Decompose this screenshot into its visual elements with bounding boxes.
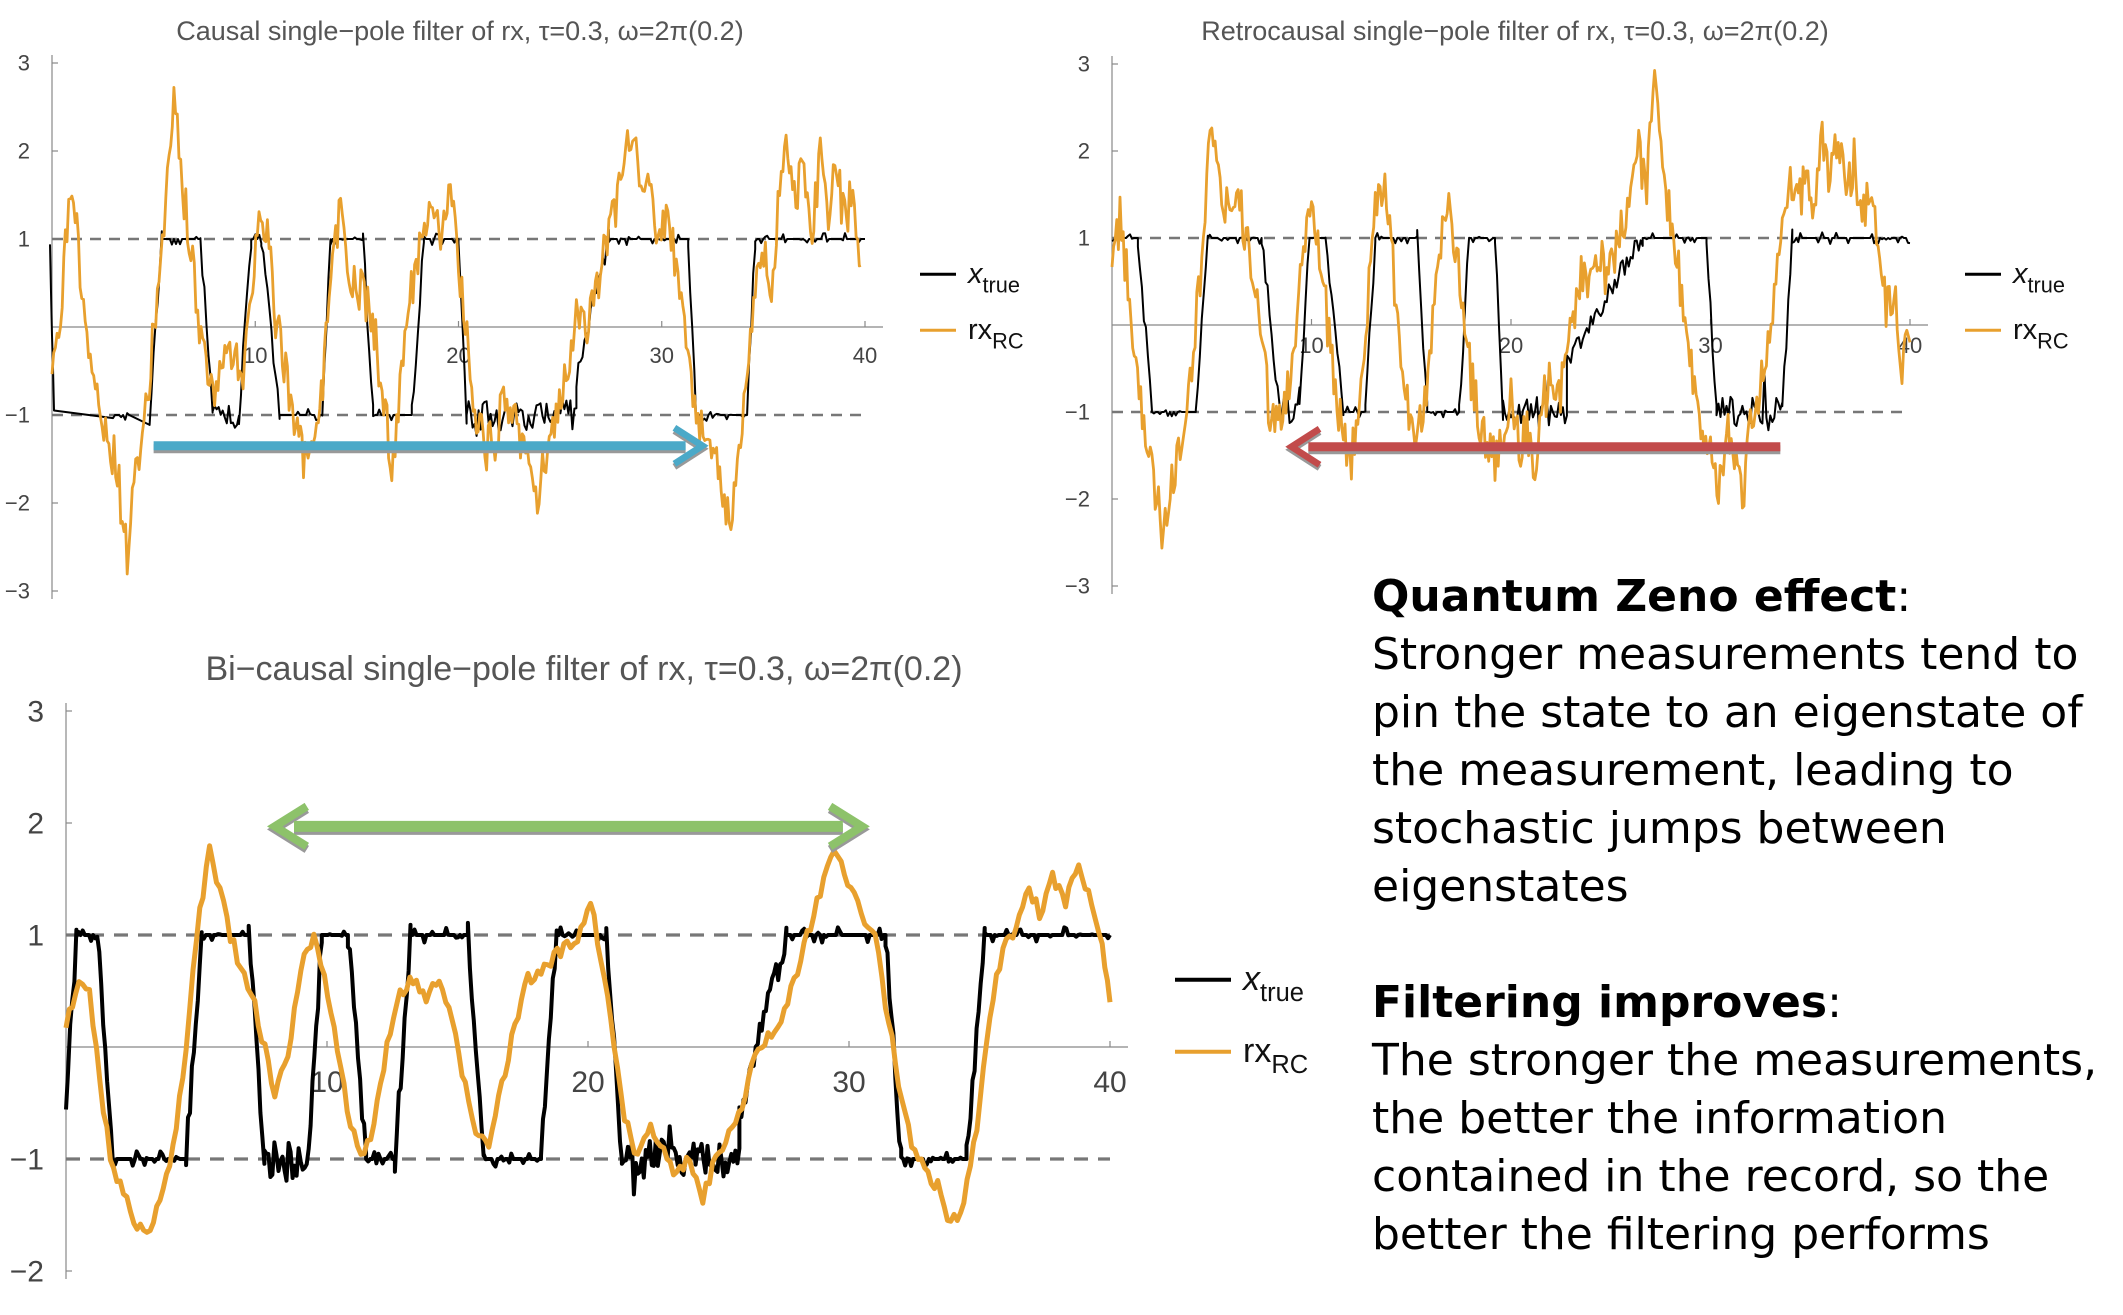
y-tick-label: −3 bbox=[5, 579, 30, 604]
legend-label: rxRC bbox=[2013, 314, 2069, 353]
x-tick-label: 20 bbox=[1499, 333, 1523, 358]
annotation-arrow bbox=[153, 424, 709, 470]
x-tick-label: 40 bbox=[853, 343, 877, 368]
chart-title: Retrocausal single−pole filter of rx, τ=… bbox=[1201, 16, 1828, 46]
y-tick-label: 3 bbox=[1078, 52, 1090, 77]
zeno-line: the measurement, leading to bbox=[1372, 745, 2014, 796]
series-rx-rc-line bbox=[1110, 69, 1912, 550]
filtering-line: The stronger the measurements, bbox=[1372, 1035, 2098, 1086]
chart-title: Bi−causal single−pole filter of rx, τ=0.… bbox=[205, 650, 962, 688]
legend-label: xtrue bbox=[1241, 960, 1304, 1007]
zeno-line: Stronger measurements tend to bbox=[1372, 629, 2079, 680]
x-tick-label: 10 bbox=[243, 343, 267, 368]
y-tick-label: 2 bbox=[18, 139, 30, 164]
annotation-arrow bbox=[267, 802, 870, 853]
heading-quantum-zeno-colon: : bbox=[1896, 571, 1912, 622]
legend-label: xtrue bbox=[966, 258, 1020, 297]
y-tick-label: 1 bbox=[27, 920, 44, 953]
chart-panel: Causal single−pole filter of rx, τ=0.3, … bbox=[5, 16, 1024, 604]
legend-label: xtrue bbox=[2011, 258, 2065, 297]
y-tick-label: −1 bbox=[5, 403, 30, 428]
explanation-text: Quantum Zeno effect: Stronger measuremen… bbox=[1372, 568, 2112, 1264]
filtering-line: better the filtering performs bbox=[1372, 1209, 1990, 1260]
series-rx-rc-line bbox=[63, 843, 1113, 1235]
series-rx-rc-line bbox=[50, 86, 862, 576]
filtering-line: contained in the record, so the bbox=[1372, 1151, 2050, 1202]
series-x-true-line bbox=[64, 920, 1112, 1197]
heading-filtering-improves: Filtering improves bbox=[1372, 977, 1828, 1028]
x-tick-label: 30 bbox=[650, 343, 674, 368]
y-tick-label: 1 bbox=[1078, 226, 1090, 251]
chart-panel: Retrocausal single−pole filter of rx, τ=… bbox=[1065, 16, 2069, 599]
chart-panel: Bi−causal single−pole filter of rx, τ=0.… bbox=[10, 650, 1308, 1289]
x-tick-label: 10 bbox=[310, 1066, 343, 1099]
arrow-head bbox=[267, 802, 309, 850]
y-tick-label: −1 bbox=[1065, 400, 1090, 425]
y-tick-label: −2 bbox=[10, 1256, 44, 1289]
zeno-line: stochastic jumps between bbox=[1372, 803, 1947, 854]
y-tick-label: −2 bbox=[1065, 487, 1090, 512]
heading-filtering-colon: : bbox=[1827, 977, 1842, 1028]
annotation-arrow bbox=[1285, 425, 1781, 471]
legend-label: rxRC bbox=[1243, 1032, 1308, 1079]
series-x-true-line bbox=[49, 228, 865, 437]
legend-label: rxRC bbox=[968, 314, 1024, 353]
filtering-line: the better the information bbox=[1372, 1093, 1947, 1144]
heading-quantum-zeno: Quantum Zeno effect bbox=[1372, 571, 1897, 622]
arrow-head bbox=[672, 424, 709, 467]
y-tick-label: 3 bbox=[18, 51, 30, 76]
y-tick-label: 1 bbox=[18, 227, 30, 252]
arrow-head bbox=[827, 802, 870, 850]
x-tick-label: 30 bbox=[832, 1066, 865, 1099]
x-tick-label: 20 bbox=[446, 343, 470, 368]
chart-title: Causal single−pole filter of rx, τ=0.3, … bbox=[176, 16, 743, 46]
y-tick-label: 2 bbox=[1078, 139, 1090, 164]
zeno-line: eigenstates bbox=[1372, 861, 1629, 912]
y-tick-label: −3 bbox=[1065, 574, 1090, 599]
y-tick-label: −1 bbox=[10, 1144, 44, 1177]
y-tick-label: −2 bbox=[5, 491, 30, 516]
x-tick-label: 40 bbox=[1093, 1066, 1126, 1099]
x-tick-label: 30 bbox=[1698, 333, 1722, 358]
zeno-line: pin the state to an eigenstate of bbox=[1372, 687, 2083, 738]
arrow-head bbox=[1285, 425, 1322, 468]
y-tick-label: 3 bbox=[27, 696, 44, 729]
x-tick-label: 20 bbox=[571, 1066, 604, 1099]
y-tick-label: 2 bbox=[27, 808, 44, 841]
